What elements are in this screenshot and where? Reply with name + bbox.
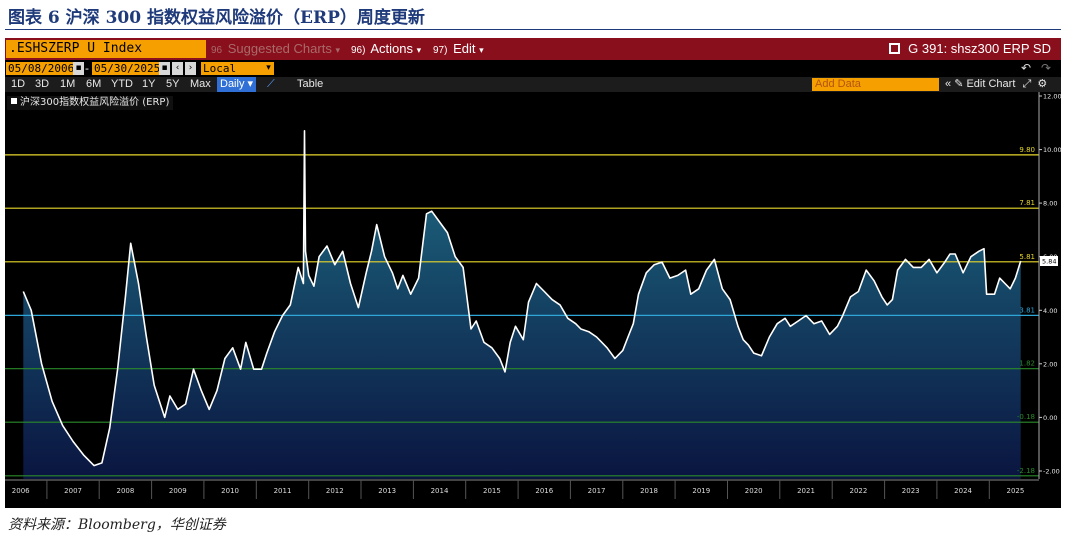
- chevron-down-icon: ▾: [479, 45, 484, 55]
- range-3d[interactable]: 3D: [35, 78, 50, 90]
- x-tick-label: 2025: [1006, 487, 1024, 495]
- gear-icon[interactable]: ⚙: [1037, 78, 1048, 90]
- currency-dropdown-icon[interactable]: ▾: [263, 62, 274, 75]
- frequency-dropdown[interactable]: Daily ▾: [217, 77, 257, 92]
- line-chart-icon[interactable]: ⟋: [267, 78, 275, 90]
- end-calendar-icon[interactable]: ▪: [159, 62, 170, 75]
- edit-chart-label: Edit Chart: [966, 78, 1016, 90]
- start-calendar-icon[interactable]: ▪: [73, 62, 84, 75]
- x-tick-label: 2006: [12, 487, 30, 495]
- last-value-badge: [1040, 256, 1058, 266]
- range-1m[interactable]: 1M: [60, 78, 76, 90]
- edit-menu[interactable]: 97) Edit ▾: [433, 41, 484, 57]
- actions-menu[interactable]: 96) Actions ▾: [351, 41, 421, 57]
- legend-swatch: [11, 98, 17, 104]
- y-tick-label: 12.00: [1043, 93, 1061, 101]
- reference-line-label: 5.81: [1019, 253, 1035, 261]
- x-tick-label: 2016: [535, 487, 553, 495]
- reference-line-label: 3.81: [1019, 306, 1035, 314]
- x-tick-label: 2008: [116, 487, 134, 495]
- x-tick-label: 2017: [588, 487, 606, 495]
- x-tick-label: 2009: [169, 487, 187, 495]
- chevron-down-icon: ▾: [335, 45, 340, 55]
- actions-number: 96): [351, 45, 366, 56]
- x-tick-label: 2018: [640, 487, 658, 495]
- actions-label: Actions: [370, 41, 413, 56]
- x-tick-label: 2023: [902, 487, 920, 495]
- x-tick-label: 2022: [849, 487, 867, 495]
- x-tick-label: 2007: [64, 487, 82, 495]
- chart-command-label: G 391: shsz300 ERP SD: [908, 41, 1051, 56]
- edit-label: Edit: [453, 41, 476, 56]
- suggested-charts-number: 96: [211, 45, 223, 56]
- source-note: 资料来源：Bloomberg，华创证券: [8, 517, 226, 533]
- range-max[interactable]: Max: [190, 78, 211, 90]
- y-tick-label: -2.00: [1043, 468, 1060, 476]
- y-tick-label: 0.00: [1043, 414, 1057, 422]
- x-tick-label: 2012: [326, 487, 344, 495]
- currency-field[interactable]: Local CCY: [201, 62, 263, 88]
- bloomberg-terminal-panel: .ESHSZERP U Index 96 Suggested Charts ▾ …: [5, 38, 1061, 508]
- reference-line-label: 7.81: [1019, 199, 1035, 207]
- y-tick-label: 4.00: [1043, 307, 1057, 315]
- figure-title: 图表 6 沪深 300 指数权益风险溢价（ERP）周度更新: [8, 8, 425, 28]
- edit-chart-button[interactable]: « ✎ Edit Chart ⤢ ⚙: [945, 77, 1047, 92]
- reference-line-label: -0.18: [1017, 413, 1035, 421]
- y-tick-label: 10.00: [1043, 146, 1061, 154]
- range-toolbar: 1D 3D 1M 6M YTD 1Y 5Y Max Daily ▾ ⟋ Tabl…: [5, 77, 1061, 92]
- x-tick-label: 2014: [431, 487, 449, 495]
- next-period-icon[interactable]: ›: [185, 62, 196, 75]
- y-tick-label: 2.00: [1043, 360, 1057, 368]
- collapse-icon[interactable]: «: [945, 78, 952, 90]
- pencil-icon: ✎: [954, 78, 964, 90]
- range-1d[interactable]: 1D: [11, 78, 26, 90]
- reference-line-label: -2.18: [1017, 467, 1035, 475]
- x-tick-label: 2010: [221, 487, 239, 495]
- add-data-field[interactable]: Add Data: [812, 78, 939, 91]
- security-field[interactable]: .ESHSZERP U Index: [6, 40, 206, 58]
- range-ytd[interactable]: YTD: [111, 78, 133, 90]
- x-tick-label: 2021: [797, 487, 815, 495]
- x-tick-label: 2024: [954, 487, 972, 495]
- x-tick-label: 2019: [692, 487, 710, 495]
- chevron-down-icon: ▾: [416, 45, 422, 55]
- erp-chart: 9.80 7.81 5.81 3.81 1.82 -0.18 -2.18 12.00 10.00…: [5, 92, 1061, 508]
- start-date-field[interactable]: 05/08/2006: [6, 62, 77, 75]
- series-line: [22, 130, 1022, 467]
- title-divider: [5, 29, 1061, 30]
- top-toolbar: .ESHSZERP U Index 96 Suggested Charts ▾ …: [5, 38, 1061, 60]
- x-tick-label: 2020: [745, 487, 763, 495]
- x-tick-label: 2013: [378, 487, 396, 495]
- y-tick-label: 8.00: [1043, 200, 1057, 208]
- end-date-field[interactable]: 05/30/2025: [92, 62, 163, 75]
- edit-number: 97): [433, 45, 448, 56]
- y-axis-band: [1039, 92, 1061, 508]
- range-5y[interactable]: 5Y: [166, 78, 180, 90]
- redo-icon[interactable]: ↷: [1041, 61, 1052, 75]
- x-tick-label: 2015: [483, 487, 501, 495]
- frequency-label: Daily: [220, 78, 245, 90]
- suggested-charts-menu[interactable]: 96 Suggested Charts ▾: [211, 41, 340, 57]
- suggested-charts-label: Suggested Charts: [227, 41, 332, 56]
- x-tick-label: 2011: [274, 487, 292, 495]
- range-6m[interactable]: 6M: [86, 78, 102, 90]
- reference-line-label: 1.82: [1019, 360, 1035, 368]
- range-1y[interactable]: 1Y: [142, 78, 156, 90]
- chart-legend: 沪深300指数权益风险溢价 (ERP): [7, 96, 174, 110]
- series-area: [23, 130, 1021, 480]
- date-separator: -: [85, 62, 89, 75]
- reference-line-label: 9.80: [1019, 146, 1035, 154]
- legend-label: 沪深300指数权益风险溢价 (ERP): [20, 97, 170, 108]
- last-value-label: 5.84: [1042, 258, 1056, 266]
- chart-command[interactable]: G 391: shsz300 ERP SD: [889, 41, 1051, 57]
- undo-icon[interactable]: ↶: [1021, 61, 1032, 75]
- external-link-icon[interactable]: [889, 43, 901, 54]
- date-toolbar: 05/08/2006 ▪ - 05/30/2025 ▪ ‹ › Local CC…: [5, 61, 1061, 88]
- table-button[interactable]: Table: [297, 78, 324, 90]
- expand-icon[interactable]: ⤢: [1022, 78, 1032, 90]
- prev-period-icon[interactable]: ‹: [172, 62, 183, 75]
